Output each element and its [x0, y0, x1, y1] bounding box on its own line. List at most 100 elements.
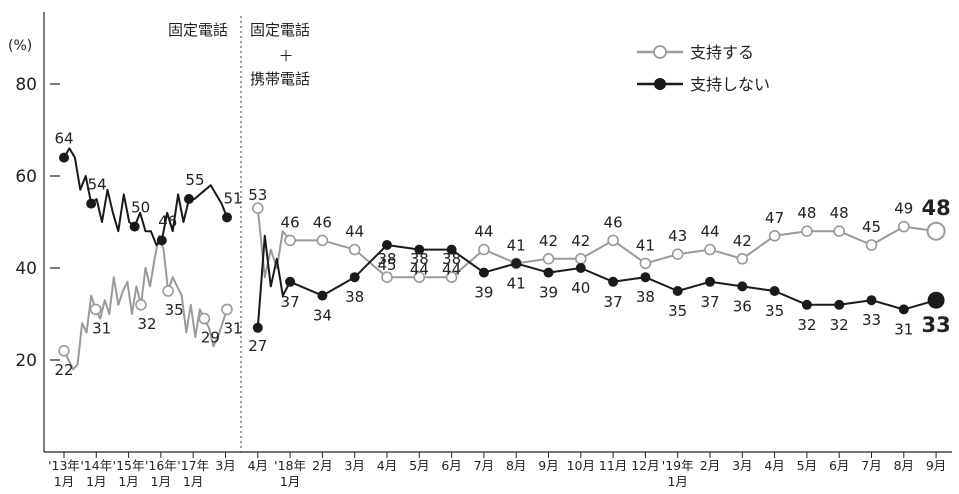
support-combined-label: 45	[862, 218, 881, 236]
oppose-combined-point	[446, 244, 457, 255]
y-tick-label: 40	[15, 259, 37, 279]
support-combined-label: 38	[410, 250, 429, 268]
legend: 支持する 支持しない	[637, 43, 770, 94]
oppose-landline-label: 50	[131, 199, 150, 217]
oppose-landline-label: 64	[54, 130, 73, 148]
oppose-combined-point	[414, 244, 425, 255]
support-combined-label: 43	[668, 227, 687, 245]
x-tick-label: 2月	[700, 458, 720, 473]
y-tick-label: 60	[15, 167, 37, 187]
oppose-combined-point	[898, 304, 909, 315]
support-combined-point	[926, 221, 946, 241]
oppose-landline-point	[86, 198, 97, 209]
oppose-combined-point	[737, 281, 748, 292]
oppose-combined-label: 44	[410, 261, 429, 279]
oppose-combined-label: 41	[507, 274, 526, 292]
oppose-combined-point	[511, 258, 522, 269]
oppose-landline-label: 54	[88, 176, 107, 194]
support-combined-point	[478, 243, 490, 256]
x-tick-label: 7月	[474, 458, 494, 473]
oppose-combined-label: 40	[571, 279, 590, 297]
oppose-combined-point	[608, 276, 619, 287]
oppose-combined-point	[801, 299, 812, 310]
x-tick-label: 9月	[538, 458, 558, 473]
oppose-combined-label: 38	[345, 288, 364, 306]
support-combined-label: 42	[733, 232, 752, 250]
x-tick-label: '17年	[177, 458, 209, 473]
x-tick-label: 3月	[344, 458, 364, 473]
x-tick-label: '18年	[274, 458, 306, 473]
support-landline-point	[162, 285, 174, 297]
support-landline-label: 31	[223, 319, 242, 337]
oppose-combined-point	[478, 267, 489, 278]
oppose-landline-point	[222, 212, 232, 223]
oppose-combined-label: 35	[668, 302, 687, 320]
oppose-combined-point	[866, 295, 877, 306]
oppose-combined-label: 39	[539, 284, 558, 302]
x-tick-label: 5月	[797, 458, 817, 473]
phase-label-landline: 固定電話	[168, 21, 228, 39]
x-tick-label: 10月	[567, 458, 595, 473]
support-landline-point	[221, 303, 233, 316]
y-axis-ticks: 20 40 60 80	[15, 75, 60, 371]
x-tick-label: '15年	[113, 458, 145, 473]
oppose-combined-label: 37	[281, 293, 300, 311]
support-combined-label: 42	[571, 232, 590, 250]
oppose-combined-label: 32	[797, 316, 816, 334]
support-combined-label: 46	[313, 213, 332, 231]
oppose-combined-label: 34	[313, 307, 332, 325]
oppose-combined-point	[672, 286, 683, 296]
support-landline-point	[89, 303, 102, 316]
oppose-combined-label: 45	[377, 256, 396, 274]
support-landline-point	[58, 344, 70, 357]
oppose-combined-point	[575, 263, 586, 273]
support-combined-label: 38	[442, 250, 461, 268]
legend-label-support: 支持する	[690, 43, 754, 62]
legend-oppose-marker	[654, 78, 666, 90]
x-tick-label: '16年	[145, 458, 177, 473]
y-axis-unit-label: (%)	[8, 38, 32, 54]
support-combined-point	[833, 225, 846, 237]
x-tick-label-sub: 1月	[151, 474, 171, 489]
x-tick-label: 6月	[829, 458, 849, 473]
support-combined-label: 49	[894, 200, 913, 218]
phase-label-combined-line1: 固定電話	[250, 21, 310, 39]
phase-label-combined-line2: 携帯電話	[250, 70, 310, 88]
support-combined-point	[348, 243, 361, 256]
support-combined-label: 44	[474, 223, 493, 241]
x-tick-label: 6月	[441, 458, 461, 473]
oppose-landline-point	[129, 221, 140, 232]
x-tick-label: 3月	[732, 458, 752, 473]
x-tick-label-sub: 1月	[667, 474, 687, 489]
oppose-combined-label: 36	[733, 297, 752, 315]
support-combined-point	[381, 271, 393, 284]
oppose-combined-point	[285, 276, 296, 287]
support-combined-label: 41	[636, 236, 655, 254]
support-combined-label: 42	[539, 232, 558, 250]
oppose-landline-label: 51	[223, 189, 242, 207]
oppose-combined-label: 32	[830, 316, 849, 334]
oppose-combined-point	[382, 240, 392, 250]
y-tick-label: 80	[15, 75, 37, 95]
oppose-combined-point	[543, 267, 554, 278]
oppose-combined-label: 37	[700, 293, 719, 311]
oppose-combined-point	[640, 272, 651, 283]
support-combined-point	[768, 230, 781, 242]
x-tick-label: 4月	[377, 458, 397, 473]
oppose-combined-label: 27	[248, 337, 267, 355]
support-combined-point	[542, 252, 555, 265]
support-combined-point	[607, 234, 619, 247]
support-combined-label: 48	[830, 204, 849, 222]
oppose-transition-line	[256, 234, 291, 328]
y-tick-label: 20	[15, 351, 37, 371]
oppose-combined-point	[927, 291, 945, 309]
support-landline-point	[135, 298, 147, 311]
x-tick-label: 11月	[599, 458, 627, 473]
x-tick-label: 5月	[409, 458, 429, 473]
support-combined-label: 47	[765, 209, 784, 227]
oppose-combined-label: 33	[862, 311, 881, 329]
oppose-landline-line	[63, 147, 228, 246]
x-tick-label: 9月	[926, 458, 946, 473]
support-combined-label: 38	[377, 250, 396, 268]
